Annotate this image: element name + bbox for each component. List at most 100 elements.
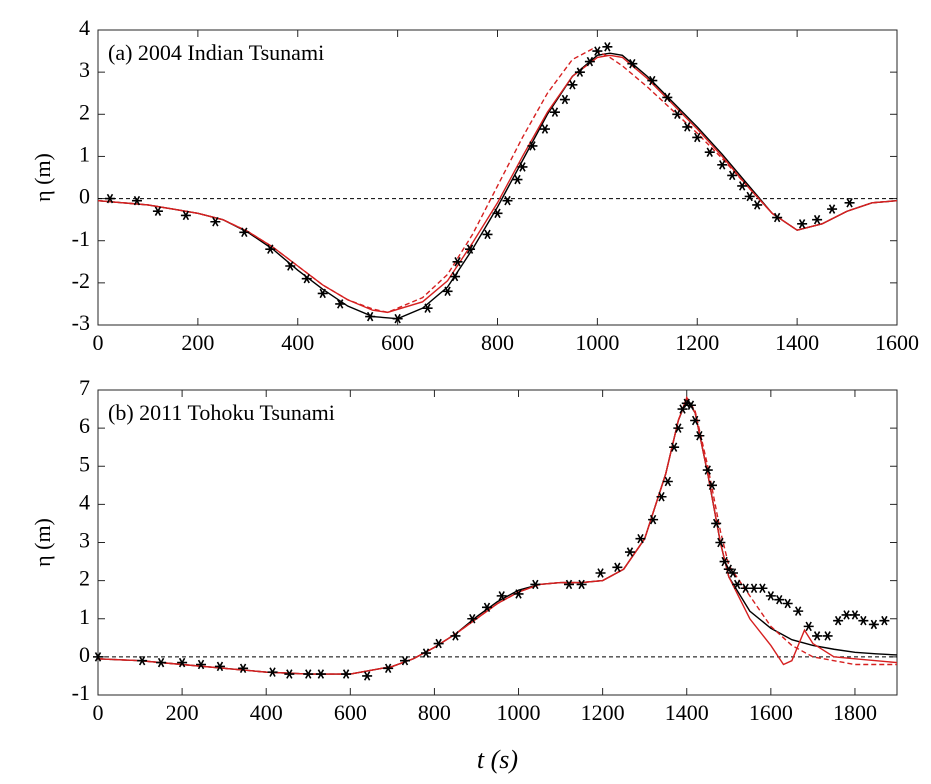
x-tick-label: 600 (381, 330, 414, 355)
data-point (717, 160, 728, 170)
x-tick-label: 1000 (497, 700, 541, 725)
data-point (265, 244, 276, 254)
data-point (383, 663, 394, 674)
data-point (238, 663, 249, 674)
data-line (98, 396, 897, 675)
data-point (749, 583, 760, 593)
y-axis-label: η (m) (30, 153, 55, 202)
data-point (803, 621, 814, 632)
data-point (576, 579, 587, 590)
data-point (563, 579, 574, 590)
data-point (656, 492, 667, 502)
data-point (879, 615, 890, 626)
data-point (732, 579, 743, 590)
data-point (595, 568, 606, 578)
axes-box (97, 389, 898, 696)
data-point (421, 648, 432, 658)
y-tick-label: -2 (72, 268, 90, 293)
data-point (782, 598, 793, 609)
data-point (602, 42, 613, 52)
y-tick-label: 0 (79, 642, 90, 667)
data-point (481, 602, 492, 613)
data-point (341, 669, 352, 679)
data-point (690, 415, 701, 426)
data-point (513, 589, 524, 599)
x-tick-label: 1400 (665, 700, 709, 725)
data-point (527, 141, 538, 151)
data-point (301, 273, 312, 284)
panel-annotation: (a) 2004 Indian Tsunami (108, 40, 324, 65)
data-point (812, 631, 823, 641)
data-point (827, 204, 838, 214)
data-point (849, 610, 860, 620)
data-point (492, 208, 503, 219)
x-tick-label: 1600 (749, 700, 793, 725)
y-tick-label: 0 (79, 184, 90, 209)
data-point (152, 206, 163, 216)
data-point (868, 619, 879, 630)
data-point (422, 303, 433, 313)
data-point (567, 80, 578, 90)
x-tick-label: 1000 (575, 330, 619, 355)
data-point (844, 198, 855, 208)
x-tick-label: 600 (334, 700, 367, 725)
data-point (669, 442, 680, 452)
x-tick-label: 1800 (833, 700, 877, 725)
axes-box (97, 29, 898, 326)
data-point (214, 661, 225, 672)
data-point (399, 655, 410, 666)
y-tick-label: 2 (79, 99, 90, 124)
data-line (98, 48, 897, 314)
data-point (530, 579, 541, 590)
x-axis-label: t (s) (477, 745, 518, 774)
data-point (284, 669, 295, 679)
data-point (452, 257, 463, 267)
data-point (574, 67, 585, 77)
data-point (692, 132, 703, 143)
data-point (682, 122, 693, 132)
y-tick-label: 3 (79, 528, 90, 553)
x-tick-label: 1200 (675, 330, 719, 355)
data-point (156, 657, 167, 668)
data-point (624, 547, 635, 557)
x-tick-label: 1200 (581, 700, 625, 725)
x-tick-label: 800 (481, 330, 514, 355)
data-point (180, 210, 191, 221)
data-point (303, 669, 314, 679)
data-point (517, 162, 528, 172)
data-point (267, 667, 278, 677)
data-point (702, 465, 713, 475)
data-point (723, 564, 734, 574)
data-point (841, 610, 852, 620)
data-point (365, 311, 376, 322)
data-point (694, 431, 705, 441)
data-point (137, 655, 148, 666)
data-point (635, 533, 646, 544)
data-point (822, 631, 833, 641)
data-point (774, 594, 785, 605)
data-point (662, 92, 673, 103)
data-point (317, 288, 328, 299)
data-point (752, 200, 763, 210)
x-tick-label: 800 (418, 700, 451, 725)
data-point (392, 313, 403, 324)
y-tick-label: 3 (79, 57, 90, 82)
data-point (627, 58, 638, 69)
y-tick-label: 7 (79, 375, 90, 400)
data-point (315, 669, 326, 679)
data-point (719, 556, 730, 567)
panel: 0 200 400 600 800 1000 1200 1400 1600 1800-101234… (30, 375, 898, 774)
y-tick-label: 5 (79, 451, 90, 476)
data-point (793, 606, 804, 616)
data-point (812, 214, 823, 225)
data-point (757, 583, 768, 593)
data-point (285, 261, 296, 271)
data-point (450, 631, 461, 641)
y-axis-label: η (m) (30, 518, 55, 567)
data-point (584, 56, 595, 67)
data-point (131, 195, 142, 206)
data-point (592, 46, 603, 56)
data-point (239, 227, 250, 238)
data-point (362, 671, 373, 681)
y-tick-label: -1 (72, 226, 90, 251)
